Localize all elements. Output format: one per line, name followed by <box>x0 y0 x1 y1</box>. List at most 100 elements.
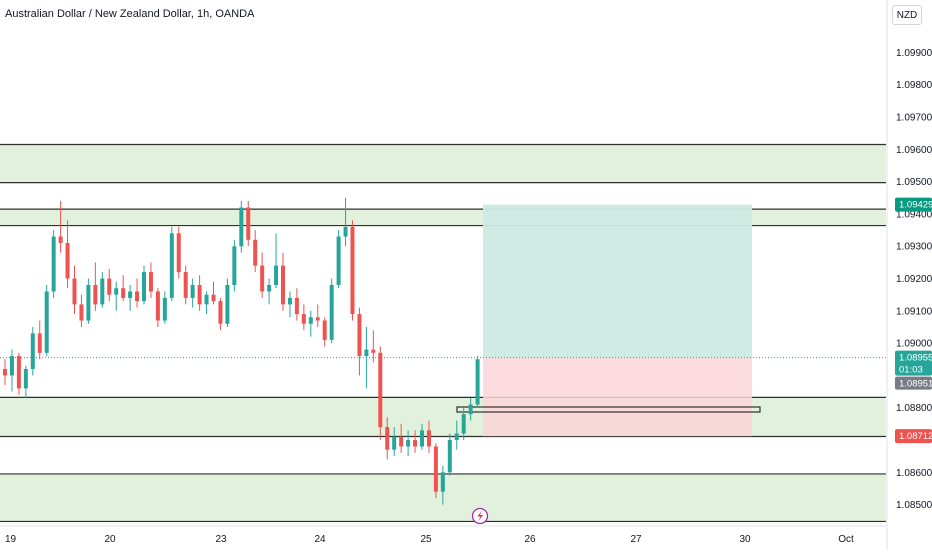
candle-body <box>128 291 133 298</box>
currency-button[interactable]: NZD <box>892 5 922 25</box>
target-price-tag-bg <box>895 197 932 212</box>
y-tick-label: 1.09500 <box>896 177 932 188</box>
candle-body <box>225 284 230 324</box>
candle-body <box>86 284 91 321</box>
candle-body <box>475 359 480 405</box>
y-tick-label: 1.09900 <box>896 48 932 59</box>
candle-body <box>176 233 181 273</box>
candle-body <box>315 317 320 321</box>
candle-body <box>426 430 431 447</box>
candle-body <box>107 278 112 295</box>
candle-body <box>253 239 258 266</box>
candle-body <box>329 284 334 340</box>
y-tick-label: 1.09200 <box>896 274 932 285</box>
y-tick-label: 1.09800 <box>896 80 932 91</box>
x-tick-label: Oct <box>838 534 854 545</box>
sr-zone-0 <box>0 144 886 183</box>
lightning-glyph-icon <box>477 511 483 521</box>
candle-body <box>232 246 237 285</box>
candle-body <box>468 404 473 415</box>
x-tick-label: 24 <box>314 534 326 545</box>
sr-zone-1 <box>0 209 886 226</box>
candle-body <box>239 207 244 247</box>
candle-body <box>378 352 383 428</box>
candle-body <box>406 440 411 447</box>
candle-body <box>385 427 390 450</box>
candle-body <box>114 288 119 295</box>
last-price-tag-text: 01:03 <box>899 365 923 376</box>
candle-body <box>392 436 397 450</box>
candle-body <box>204 294 209 305</box>
y-tick-label: 1.08600 <box>896 468 932 479</box>
candle-body <box>281 265 285 305</box>
candle-body <box>371 349 376 353</box>
candle-body <box>121 288 126 298</box>
x-tick-label: 26 <box>524 534 536 545</box>
candle-body <box>44 291 49 353</box>
candle-body <box>454 433 459 441</box>
candle-body <box>58 236 63 244</box>
candle-body <box>420 430 424 447</box>
candle-body <box>343 226 348 237</box>
candle-body <box>65 243 70 279</box>
y-tick-label: 1.08500 <box>896 500 932 511</box>
y-tick-label: 1.09300 <box>896 242 932 253</box>
candle-body <box>79 304 84 321</box>
candle-body <box>267 284 272 292</box>
candle-body <box>155 291 160 321</box>
candle-body <box>322 320 327 340</box>
candle-body <box>287 297 292 305</box>
stop-zone <box>483 357 752 437</box>
y-tick-label: 1.09600 <box>896 145 932 156</box>
candle-body <box>190 284 195 298</box>
x-tick-label: 19 <box>5 534 17 545</box>
candle-body <box>51 236 56 292</box>
candle-body <box>447 440 452 473</box>
y-tick-label: 1.09400 <box>896 209 932 220</box>
candle-body <box>461 414 466 434</box>
y-tick-label: 1.09100 <box>896 306 932 317</box>
candle-body <box>162 297 167 321</box>
candle-body <box>169 233 174 298</box>
drawn-rectangle <box>456 406 761 413</box>
target-price-tag-text: 1.09429 <box>899 200 932 211</box>
candle-body <box>23 368 28 389</box>
candle-body <box>72 278 77 305</box>
candle-body <box>218 301 223 324</box>
candle-body <box>413 440 418 447</box>
candle-body <box>100 278 105 305</box>
last-price-tag-text: 1.08955 <box>899 353 932 364</box>
candle-body <box>308 317 313 324</box>
candle-body <box>440 472 445 492</box>
candle-body <box>246 207 251 240</box>
y-tick-label: 1.08800 <box>896 403 932 414</box>
candle-body <box>350 226 355 315</box>
candle-body <box>211 294 216 302</box>
candle-body <box>183 272 188 298</box>
candle-body <box>260 265 265 292</box>
bid-price-tag-text: 1.08951 <box>899 379 932 390</box>
candle-body <box>135 291 140 302</box>
stop-price-tag-bg <box>895 429 932 444</box>
candle-body <box>148 272 153 292</box>
candle-body <box>3 368 7 376</box>
candle-body <box>197 284 202 305</box>
candle-body <box>399 436 404 447</box>
candle-body <box>9 356 14 376</box>
candle-body <box>30 333 35 369</box>
sr-zone-2 <box>0 397 886 437</box>
candle-body <box>301 314 306 324</box>
x-tick-label: 23 <box>215 534 227 545</box>
x-tick-label: 30 <box>739 534 751 545</box>
candle-body <box>142 272 146 302</box>
y-tick-label: 1.09000 <box>896 339 932 350</box>
stop-price-tag-text: 1.08712 <box>899 431 932 442</box>
y-tick-label: 1.09700 <box>896 113 932 124</box>
candle-body <box>294 297 299 315</box>
candle-body <box>274 265 279 285</box>
candle-body <box>37 333 42 353</box>
candle-body <box>364 349 369 357</box>
candle-body <box>93 284 98 305</box>
